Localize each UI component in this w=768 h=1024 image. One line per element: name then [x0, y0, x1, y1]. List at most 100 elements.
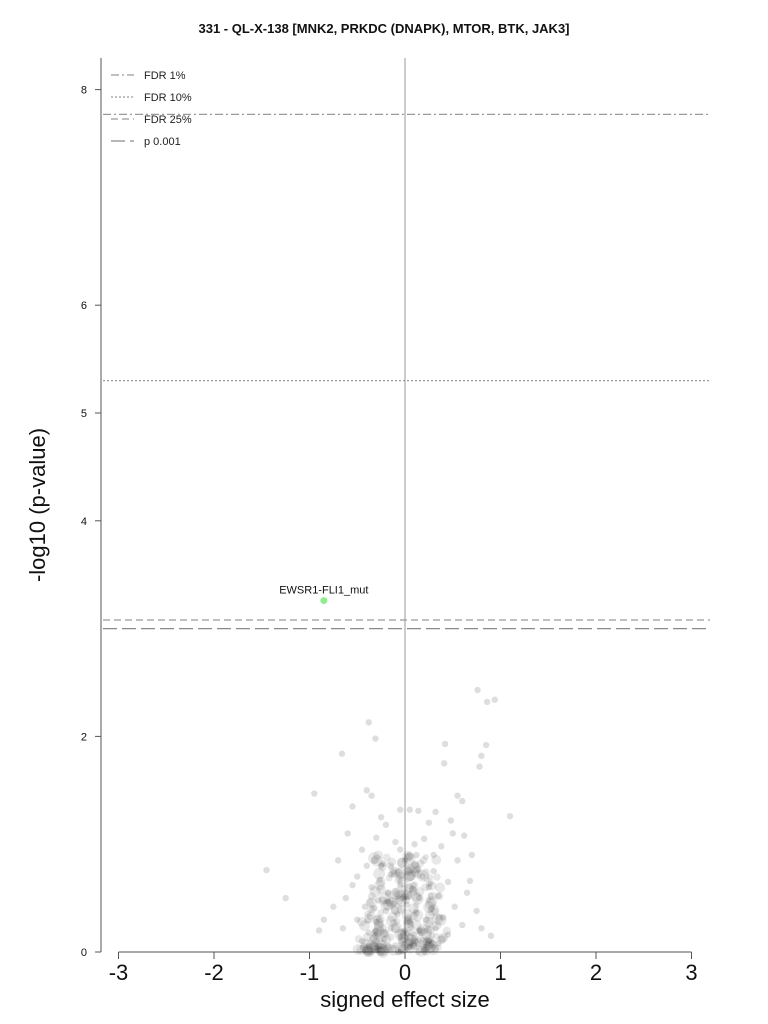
x-tick-label: -3 [109, 960, 129, 985]
data-point [391, 923, 401, 934]
data-point [411, 892, 422, 902]
x-tick-label: 1 [494, 960, 506, 985]
data-point [428, 939, 438, 949]
data-point [425, 884, 433, 891]
data-point [422, 938, 431, 947]
data-point [364, 946, 375, 958]
data-point [422, 936, 434, 948]
data-point [430, 907, 439, 915]
data-point [380, 935, 388, 943]
x-tick-label: -1 [300, 960, 320, 985]
data-point [437, 932, 449, 944]
data-point [365, 929, 372, 936]
data-point [382, 853, 391, 862]
data-point [397, 881, 404, 889]
data-point [393, 890, 401, 898]
data-point [382, 821, 390, 828]
data-point [430, 867, 437, 875]
data-point [432, 920, 442, 931]
data-point [454, 857, 461, 864]
data-point [379, 928, 388, 937]
data-point [367, 892, 376, 901]
data-point [416, 869, 429, 882]
data-point [427, 874, 434, 881]
data-point [377, 862, 385, 869]
data-point [405, 852, 414, 861]
highlight-label: EWSR1-FLI1_mut [279, 585, 368, 597]
data-point [423, 901, 435, 914]
data-point [360, 938, 371, 949]
data-point [367, 905, 375, 914]
data-point [375, 897, 382, 904]
data-point [434, 914, 447, 927]
data-point [483, 698, 491, 706]
data-point [339, 925, 347, 932]
data-point [410, 937, 419, 945]
data-point [474, 686, 481, 694]
data-point [391, 887, 404, 900]
data-point [420, 943, 430, 954]
data-point [397, 806, 404, 813]
data-point [440, 914, 447, 921]
data-point [410, 868, 420, 877]
x-axis-label: signed effect size [320, 987, 490, 1012]
data-point [362, 946, 373, 957]
data-point [358, 938, 366, 945]
data-point [425, 880, 433, 888]
data-point [403, 919, 414, 931]
data-point [390, 922, 402, 934]
data-point [362, 944, 374, 956]
data-point [406, 918, 413, 926]
data-point [442, 926, 452, 936]
data-point [373, 918, 385, 930]
data-point [444, 878, 452, 886]
data-point [424, 898, 436, 910]
data-point [405, 944, 415, 954]
data-point [368, 942, 378, 951]
data-point [401, 889, 412, 900]
data-point [423, 925, 433, 935]
data-point [433, 873, 441, 881]
data-point [411, 860, 420, 870]
data-point [405, 864, 415, 874]
data-point [435, 892, 442, 900]
data-point [389, 888, 402, 900]
data-point [441, 740, 449, 748]
data-point [381, 860, 388, 867]
data-point [410, 919, 422, 930]
data-point [376, 915, 385, 924]
data-point [382, 907, 390, 915]
data-point [382, 898, 395, 911]
data-point [397, 857, 408, 868]
data-point [414, 886, 425, 897]
data-point [386, 861, 394, 869]
data-point [377, 944, 390, 956]
data-point [378, 896, 387, 905]
y-tick-label: 2 [81, 731, 87, 743]
data-point [363, 787, 370, 794]
data-point [422, 916, 430, 923]
data-point [427, 891, 437, 901]
data-point [366, 947, 376, 956]
data-point [415, 807, 422, 814]
data-point [354, 916, 361, 923]
data-point [408, 940, 417, 949]
y-tick-label: 5 [81, 408, 87, 420]
data-point [432, 925, 439, 932]
data-point [416, 927, 423, 934]
data-point [387, 925, 394, 932]
data-point [390, 900, 397, 907]
data-point [410, 931, 418, 938]
data-point [366, 896, 377, 908]
data-point [478, 752, 485, 760]
data-point [420, 835, 428, 843]
data-point [397, 928, 408, 939]
data-point [410, 882, 417, 889]
data-point [402, 850, 414, 862]
data-point [403, 929, 412, 938]
data-point [409, 886, 416, 893]
data-point [394, 867, 406, 879]
data-point [398, 932, 409, 943]
data-point [375, 936, 384, 945]
data-point [454, 792, 461, 799]
